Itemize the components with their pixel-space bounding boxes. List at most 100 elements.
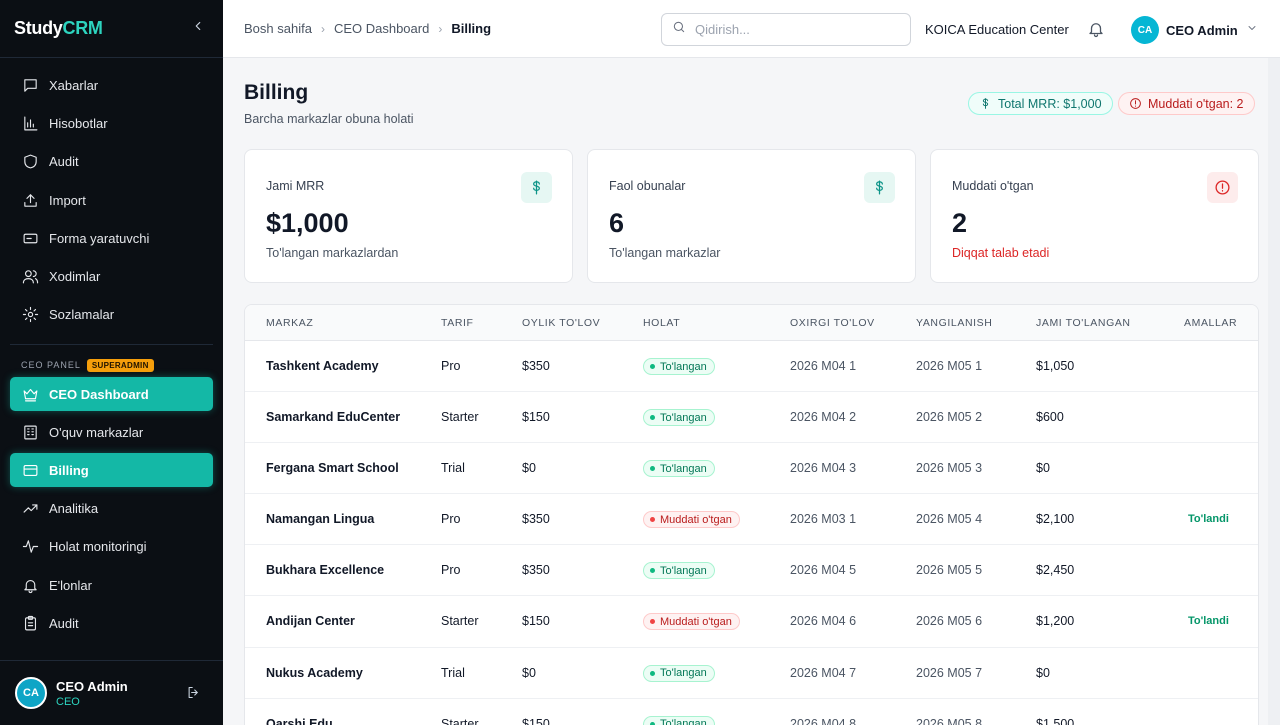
sidebar-item-elonlar[interactable]: E'lonlar (0, 566, 223, 604)
sidebar-item-label: Xabarlar (49, 77, 99, 93)
header-jami[interactable]: JAMI TO'LANGAN (1036, 317, 1131, 329)
cell-monthly: $350 (522, 359, 550, 373)
card-value: 2 (952, 208, 968, 238)
sidebar-item-holat-monitoringi[interactable]: Holat monitoringi (0, 528, 223, 566)
cell-renewal: 2026 M05 8 (916, 716, 983, 725)
cell-renewal: 2026 M05 4 (916, 512, 983, 527)
header-markaz[interactable]: MARKAZ (266, 317, 314, 329)
cell-renewal: 2026 M05 2 (916, 410, 983, 425)
sidebar-item-xabarlar[interactable]: Xabarlar (0, 66, 223, 104)
table-row[interactable]: Qarshi Edu Starter $150 To'langan 2026 M04 8… (245, 699, 1258, 725)
sidebar-divider (10, 344, 213, 346)
sidebar-item-label: E'lonlar (49, 577, 92, 593)
sidebar-item-import[interactable]: Import (0, 181, 223, 219)
chevron-left-icon[interactable] (191, 19, 205, 38)
breadcrumb-ceo-dashboard[interactable]: CEO Dashboard (333, 21, 430, 36)
header-oylik[interactable]: OYLIK TO'LOV (522, 317, 601, 329)
table-row[interactable]: Bukhara Excellence Pro $350 To'langan 2026 M… (245, 545, 1258, 597)
sidebar-user: CA CEO Admin CEO (0, 660, 223, 725)
card-value: 6 (609, 208, 625, 238)
sidebar-item-label: Xodimlar (49, 269, 101, 285)
sidebar-item-label: Audit (49, 615, 79, 631)
sidebar-item-oquv-markazlar[interactable]: O'quv markazlar (0, 413, 223, 451)
ceo-panel-header: CEO PANEL SUPERADMIN (0, 357, 223, 373)
cell-total: $0 (1036, 461, 1050, 476)
scrollbar-track[interactable] (1268, 58, 1280, 725)
page-subtitle: Barcha markazlar obuna holati (244, 112, 414, 126)
overdue-text: Muddati o'tgan: 2 (1148, 96, 1244, 111)
table-row[interactable]: Fergana Smart School Trial $0 To'langan 2026… (245, 443, 1258, 495)
brand-logo[interactable]: StudyCRM (14, 18, 103, 39)
brand-logo-part2: CRM (62, 18, 103, 38)
table-row[interactable]: Namangan Lingua Pro $350 Muddati o'tgan 2026… (245, 494, 1258, 546)
status-dot (650, 619, 655, 625)
card-note: Diqqat talab etadi (952, 246, 1050, 260)
status-badge: To'langan (643, 409, 715, 427)
cell-last-payment: 2026 M04 5 (790, 563, 857, 578)
card-label: Jami MRR (266, 179, 325, 193)
card-label: Faol obunalar (609, 179, 686, 193)
sidebar-item-ceo-dashboard[interactable]: CEO Dashboard (10, 377, 213, 412)
sidebar-item-xodimlar[interactable]: Xodimlar (0, 257, 223, 295)
table-row[interactable]: Andijan Center Starter $150 Muddati o'tgan 2… (245, 596, 1258, 648)
status-dot (650, 364, 655, 369)
breadcrumb-home[interactable]: Bosh sahifa (244, 21, 312, 36)
sidebar: StudyCRM Xabarlar Hisobotlar Audit Impor… (0, 0, 223, 725)
search-input[interactable] (695, 22, 895, 37)
status-dot (650, 415, 655, 421)
logout-icon[interactable] (186, 685, 201, 705)
sidebar-item-label: O'quv markazlar (49, 424, 144, 440)
user-name: CEO Admin (1166, 22, 1238, 38)
cell-center: Nukus Academy (266, 665, 363, 680)
org-name[interactable]: KOICA Education Center (925, 22, 1069, 37)
total-mrr-text: Total MRR: $1,000 (998, 96, 1102, 111)
search-box[interactable] (661, 13, 911, 46)
chevron-down-icon (1246, 21, 1258, 39)
sidebar-item-forma-yaratuvchi[interactable]: Forma yaratuvchi (0, 219, 223, 257)
table-row[interactable]: Tashkent Academy Pro $350 To'langan 2026 M04… (245, 341, 1258, 393)
stat-card-overdue: Muddati o'tgan 2 Diqqat talab etadi (930, 149, 1259, 283)
sidebar-item-audit[interactable]: Audit (0, 143, 223, 181)
avatar[interactable]: CA (15, 677, 47, 709)
table-row[interactable]: Samarkand EduCenter Starter $150 To'langan 2… (245, 392, 1258, 444)
cell-total: $1,500 (1036, 716, 1075, 725)
sidebar-item-hisobotlar[interactable]: Hisobotlar (0, 104, 223, 142)
form-icon (21, 229, 39, 247)
ceo-panel-label: CEO PANEL (21, 360, 81, 371)
page-title: Billing (244, 81, 309, 104)
stat-card-active: Faol obunalar 6 To'langan markazlar (587, 149, 916, 283)
pulse-icon (21, 538, 39, 556)
mark-paid-button[interactable]: To'landi (1188, 513, 1229, 526)
cell-renewal: 2026 M05 5 (916, 563, 983, 578)
header-holat[interactable]: HOLAT (643, 317, 681, 329)
status-text: To'langan (660, 360, 707, 373)
status-text: To'langan (660, 462, 707, 475)
cell-center: Andijan Center (266, 614, 355, 629)
topbar: Bosh sahifa › CEO Dashboard › Billing KO… (223, 0, 1280, 58)
cell-last-payment: 2026 M04 1 (790, 359, 857, 373)
mark-paid-button[interactable]: To'landi (1188, 615, 1229, 628)
cell-renewal: 2026 M05 1 (916, 359, 983, 373)
user-menu[interactable]: CA CEO Admin (1131, 16, 1258, 44)
cell-monthly: $0 (522, 461, 536, 476)
sidebar-user-role: CEO (56, 695, 80, 708)
header-tarif[interactable]: TARIF (441, 317, 474, 329)
bell-icon[interactable] (1087, 20, 1105, 43)
chevron-right-icon: › (438, 21, 443, 36)
credit-card-icon (21, 461, 39, 479)
cell-tarif: Pro (441, 563, 461, 578)
header-oxirgi[interactable]: OXIRGI TO'LOV (790, 317, 875, 329)
status-dot (650, 568, 655, 574)
header-yangilanish[interactable]: YANGILANISH (916, 317, 993, 329)
sidebar-item-analitika[interactable]: Analitika (0, 489, 223, 527)
cell-last-payment: 2026 M04 3 (790, 461, 857, 476)
sidebar-item-audit-panel[interactable]: Audit (0, 604, 223, 642)
total-mrr-pill: Total MRR: $1,000 (968, 92, 1113, 115)
sidebar-item-label: Analitika (49, 501, 99, 517)
cell-total: $0 (1036, 665, 1050, 680)
sidebar-item-billing[interactable]: Billing (10, 453, 213, 488)
status-dot (650, 517, 655, 523)
cell-tarif: Starter (441, 410, 479, 425)
table-row[interactable]: Nukus Academy Trial $0 To'langan 2026 M04 7 2… (245, 648, 1258, 699)
sidebar-item-sozlamalar[interactable]: Sozlamalar (0, 296, 223, 334)
